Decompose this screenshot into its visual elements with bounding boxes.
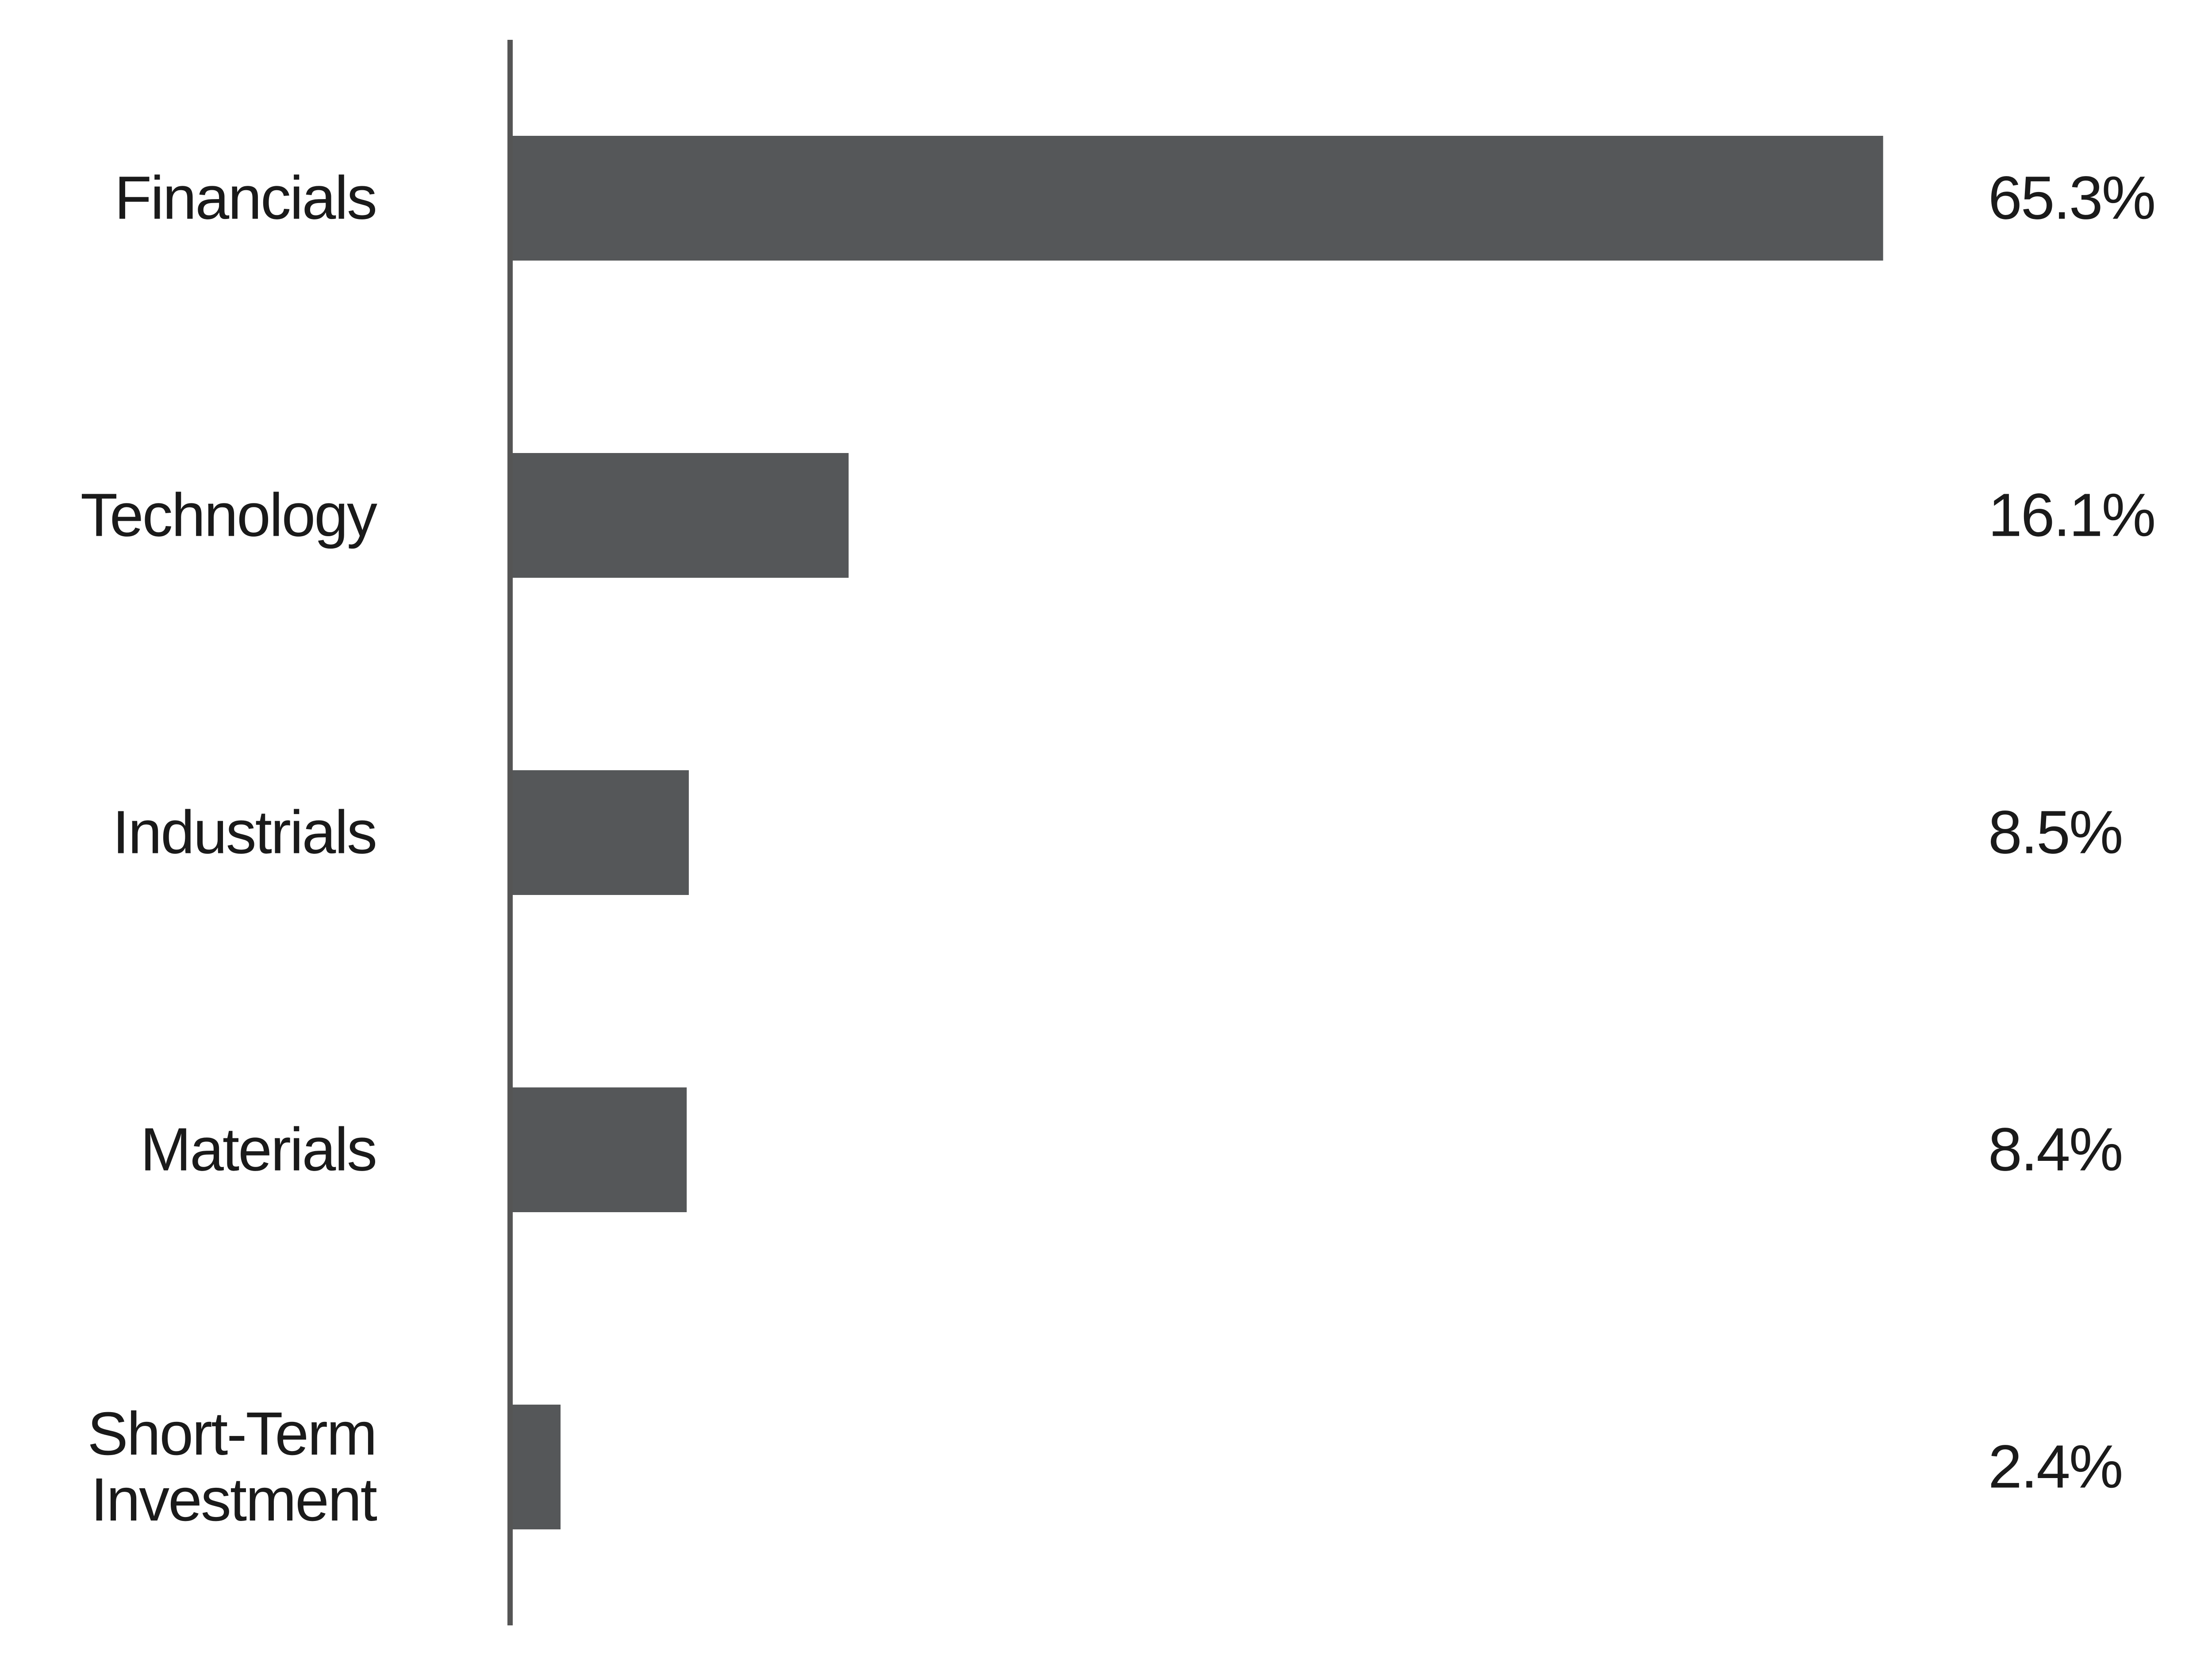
category-label: Materials [140,1115,377,1184]
bar [510,1087,687,1212]
bar [510,136,1883,261]
value-label: 65.3% [1988,164,2156,232]
bar [510,1405,561,1529]
category-label: Financials [114,164,377,232]
value-label: 2.4% [1988,1432,2124,1501]
category-label: Short-Term Investment [87,1399,377,1534]
bar [510,770,689,895]
value-label: 8.5% [1988,798,2124,867]
value-label: 16.1% [1988,481,2156,549]
category-label: Industrials [112,798,377,867]
value-label: 8.4% [1988,1115,2124,1184]
category-label: Technology [80,481,377,549]
bar [510,453,849,578]
